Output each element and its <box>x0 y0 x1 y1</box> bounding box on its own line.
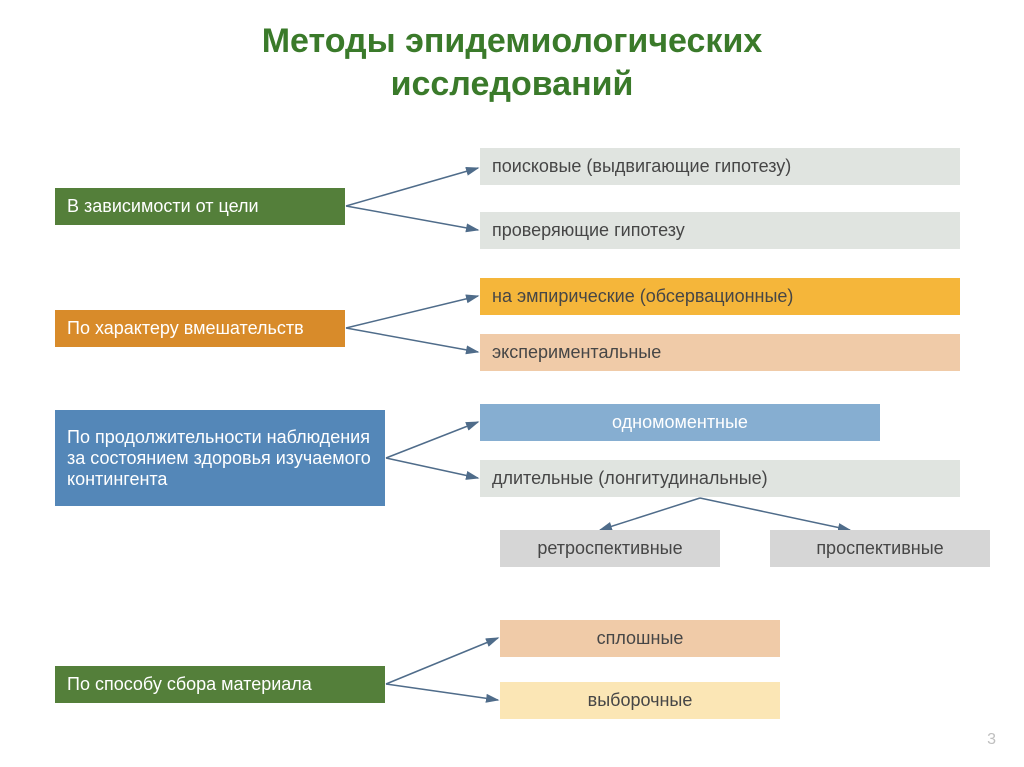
item-experimental-label: экспериментальные <box>492 342 661 363</box>
arrow <box>346 168 478 206</box>
page-title: Методы эпидемиологических исследований <box>0 0 1024 105</box>
item-search-hypothesis: поисковые (выдвигающие гипотезу) <box>480 148 960 185</box>
item-verify-hypothesis: проверяющие гипотезу <box>480 212 960 249</box>
category-goal: В зависимости от цели <box>55 188 345 225</box>
item-cross-sectional-label: одномоментные <box>612 412 748 433</box>
category-duration-label: По продолжительности наблюдения за состо… <box>67 427 373 490</box>
arrow <box>386 638 498 684</box>
arrow <box>346 328 478 352</box>
item-empirical: на эмпирические (обсервационные) <box>480 278 960 315</box>
arrow <box>386 458 478 478</box>
item-verify-hypothesis-label: проверяющие гипотезу <box>492 220 685 241</box>
item-continuous-label: сплошные <box>597 628 684 649</box>
arrow <box>386 422 478 458</box>
item-search-hypothesis-label: поисковые (выдвигающие гипотезу) <box>492 156 791 177</box>
item-retrospective: ретроспективные <box>500 530 720 567</box>
item-retrospective-label: ретроспективные <box>537 538 682 559</box>
title-line2: исследований <box>0 63 1024 106</box>
category-goal-label: В зависимости от цели <box>67 196 259 217</box>
arrow <box>346 296 478 328</box>
item-selective-label: выборочные <box>588 690 693 711</box>
category-intervention-label: По характеру вмешательств <box>67 318 304 339</box>
item-experimental: экспериментальные <box>480 334 960 371</box>
item-selective: выборочные <box>500 682 780 719</box>
item-longitudinal-label: длительные (лонгитудинальные) <box>492 468 768 489</box>
page-number: 3 <box>987 731 996 749</box>
arrow <box>386 684 498 700</box>
category-collection: По способу сбора материала <box>55 666 385 703</box>
item-cross-sectional: одномоментные <box>480 404 880 441</box>
title-line1: Методы эпидемиологических <box>0 20 1024 63</box>
item-longitudinal: длительные (лонгитудинальные) <box>480 460 960 497</box>
item-empirical-label: на эмпирические (обсервационные) <box>492 286 793 307</box>
arrow <box>346 206 478 230</box>
item-continuous: сплошные <box>500 620 780 657</box>
arrow <box>700 498 850 530</box>
item-prospective: проспективные <box>770 530 990 567</box>
arrow <box>600 498 700 530</box>
category-intervention: По характеру вмешательств <box>55 310 345 347</box>
category-duration: По продолжительности наблюдения за состо… <box>55 410 385 506</box>
category-collection-label: По способу сбора материала <box>67 674 312 695</box>
item-prospective-label: проспективные <box>816 538 943 559</box>
